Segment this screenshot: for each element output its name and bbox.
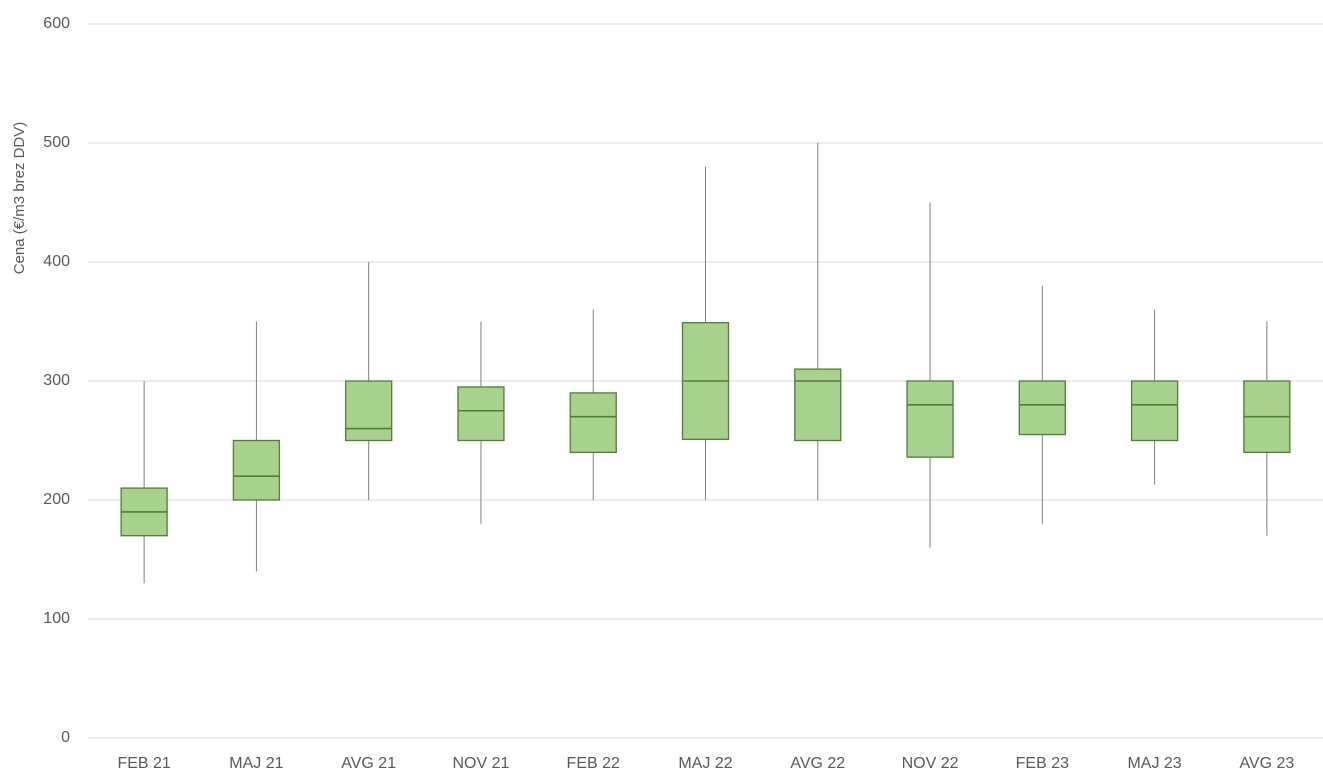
x-tick-label: FEB 23 — [1016, 755, 1069, 772]
y-tick-label: 400 — [43, 253, 70, 270]
y-axis-label: Cena (€/m3 brez DDV) — [11, 122, 28, 275]
box — [232, 439, 281, 501]
box — [569, 392, 617, 454]
box — [794, 368, 842, 442]
x-tick-label: FEB 22 — [567, 755, 620, 772]
box — [1018, 380, 1066, 436]
x-tick-label: MAJ 21 — [229, 755, 283, 772]
box — [906, 380, 954, 458]
x-tick-label: AVG 21 — [341, 755, 396, 772]
box — [1130, 380, 1179, 442]
x-tick-label: AVG 22 — [790, 755, 845, 772]
y-tick-label: 500 — [43, 134, 70, 151]
x-tick-label: MAJ 22 — [678, 755, 732, 772]
x-tick-label: NOV 22 — [902, 755, 959, 772]
y-tick-label: 200 — [43, 491, 70, 508]
box — [457, 386, 505, 442]
x-tick-label: FEB 21 — [117, 755, 170, 772]
x-tick-label: AVG 23 — [1239, 755, 1294, 772]
y-tick-label: 300 — [43, 372, 70, 389]
x-tick-label: MAJ 23 — [1127, 755, 1181, 772]
x-tick-label: NOV 21 — [452, 755, 509, 772]
box — [345, 380, 393, 442]
y-tick-label: 0 — [61, 729, 70, 746]
y-tick-label: 100 — [43, 610, 70, 627]
y-tick-label: 600 — [43, 15, 70, 32]
